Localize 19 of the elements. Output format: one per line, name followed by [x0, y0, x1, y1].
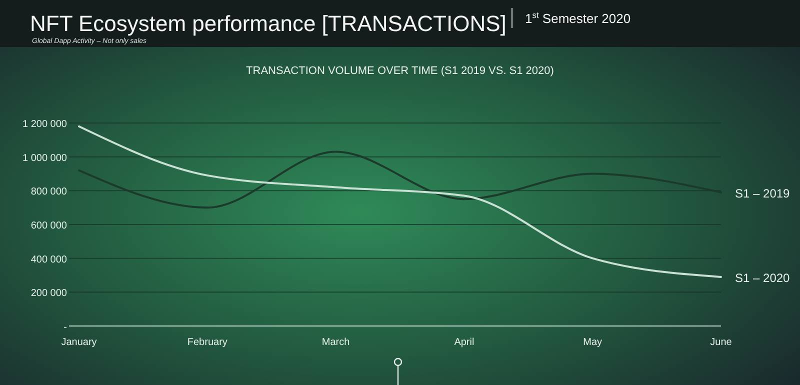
y-tick-label: 600 000: [30, 220, 68, 232]
y-tick-label: 200 000: [30, 288, 68, 300]
text: 1$^{st}$ Semester 2020: [525, 10, 631, 26]
x-tick-label: January: [61, 337, 97, 348]
x-tick-label: March: [322, 337, 350, 348]
series-label: S1 – 2019: [735, 186, 790, 200]
y-tick-label: 400 000: [30, 254, 68, 266]
x-tick-label: May: [583, 337, 602, 348]
x-tick-label: April: [454, 337, 474, 348]
y-tick-label: 800 000: [30, 186, 68, 198]
series-label: S1 – 2020: [735, 270, 790, 285]
y-tick-label: 1 000 000: [22, 152, 68, 164]
x-tick-label: June: [710, 337, 732, 348]
chart-title: NFT Ecosystem performance [TRANSACTIONS]: [30, 11, 506, 36]
x-tick-label: February: [187, 337, 228, 348]
line-series: [78, 125, 722, 278]
y-tick-label: 1 200 000: [22, 119, 68, 130]
y-tick-label: -: [64, 322, 67, 333]
text: TRANSACTION VOLUME OVER TIME (S1 2019 VS. S1 2020): [246, 65, 554, 77]
